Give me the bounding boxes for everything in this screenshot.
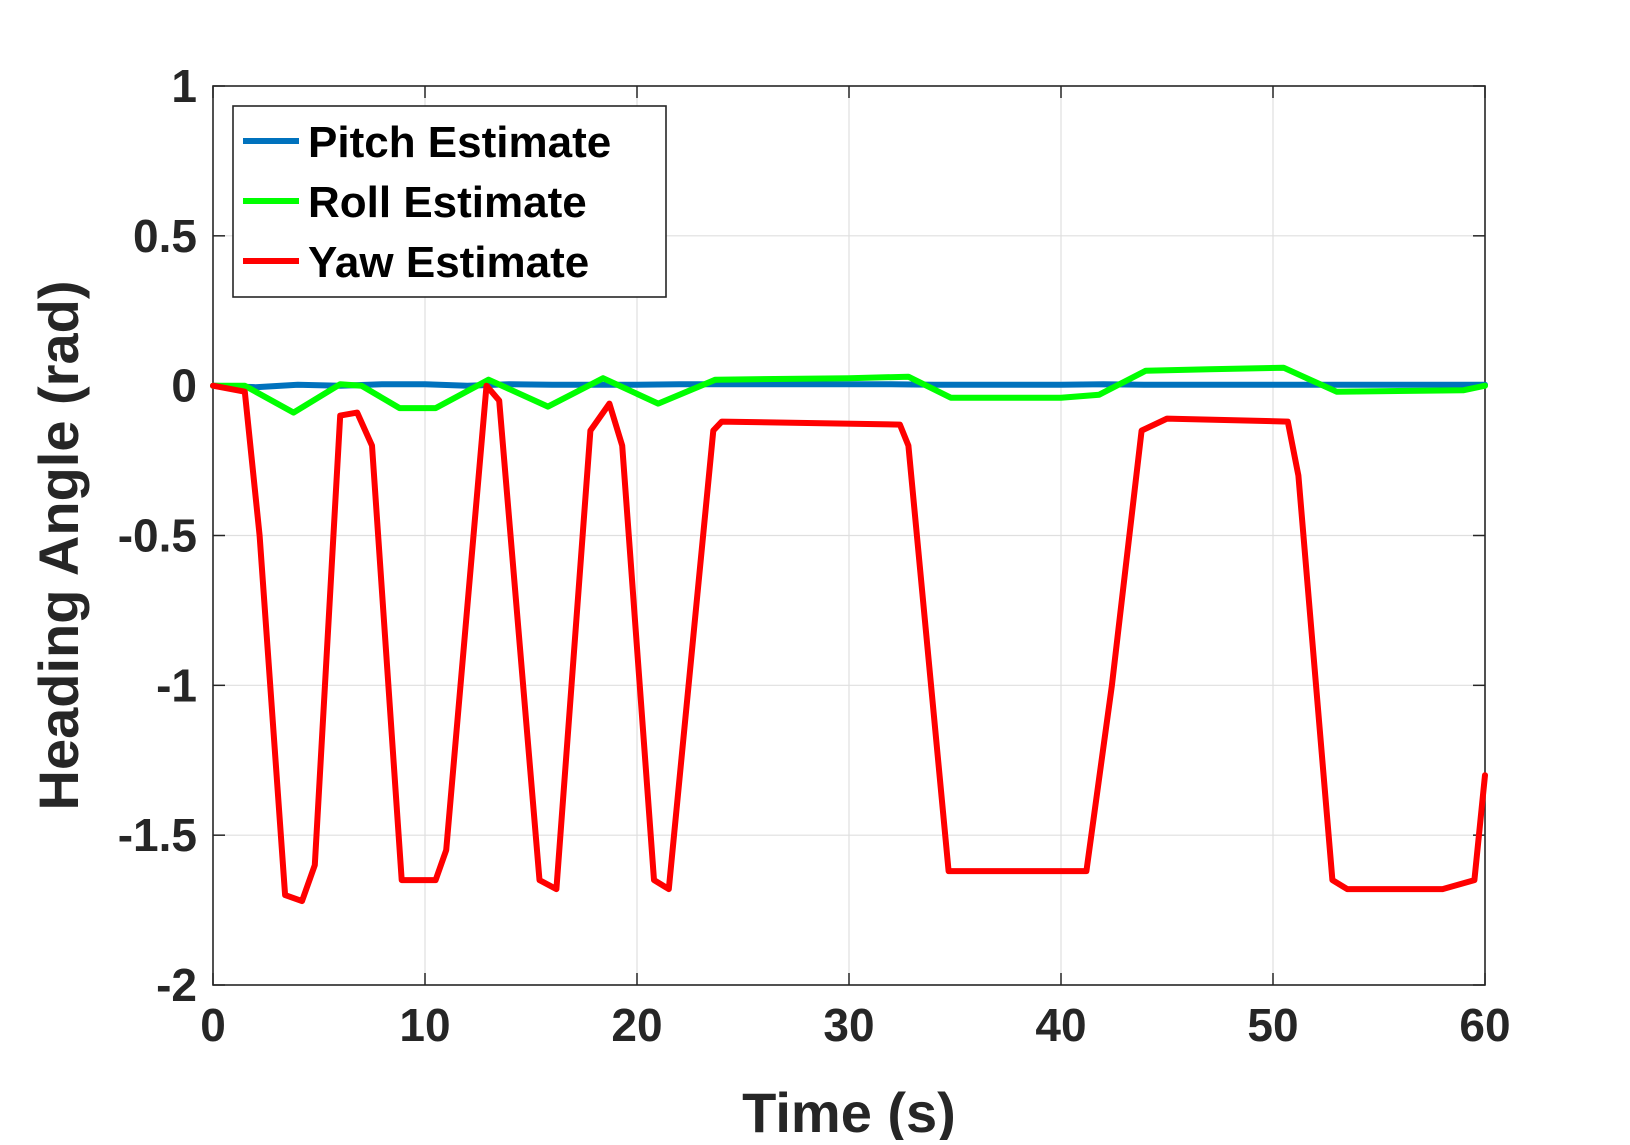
series-layer [210,364,1488,905]
legend-label-yaw-estimate: Yaw Estimate [308,238,589,287]
y-tick-label: 0.5 [133,210,197,262]
x-tick-label: 30 [823,999,874,1051]
x-tick-label: 60 [1459,999,1510,1051]
tick-labels: 0 10 20 30 40 50 60 -2 -1.5 -1 -0.5 0 0.5 1 [118,60,1511,1051]
legend-label-roll-estimate: Roll Estimate [308,178,587,227]
series-line-pitch-estimate [210,381,1488,391]
x-axis-label: Time (s) [742,1081,956,1140]
legend-box [232,105,667,298]
y-tick-label: -2 [156,959,197,1011]
legend: Pitch Estimate Roll Estimate Yaw Estimate [232,105,667,298]
series-line-roll-estimate [210,364,1488,416]
x-tick-label: 40 [1035,999,1086,1051]
y-tick-label: -0.5 [118,510,197,562]
y-tick-label: -1.5 [118,809,197,861]
x-tick-label: 10 [399,999,450,1051]
x-tick-label: 0 [200,999,226,1051]
x-tick-label: 50 [1247,999,1298,1051]
y-tick-label: 1 [171,60,197,112]
y-tick-label: 0 [171,360,197,412]
plot-area [212,85,1486,986]
y-tick-label: -1 [156,659,197,711]
series-line-yaw-estimate [210,382,1488,905]
legend-label-pitch-estimate: Pitch Estimate [308,118,611,167]
x-tick-label: 20 [611,999,662,1051]
y-axis-label: Heading Angle (rad) [27,281,90,811]
